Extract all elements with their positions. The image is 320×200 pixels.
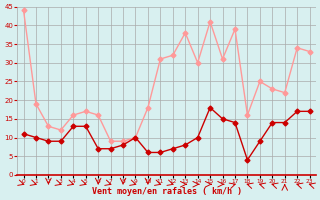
X-axis label: Vent moyen/en rafales ( km/h ): Vent moyen/en rafales ( km/h ) xyxy=(92,187,242,196)
